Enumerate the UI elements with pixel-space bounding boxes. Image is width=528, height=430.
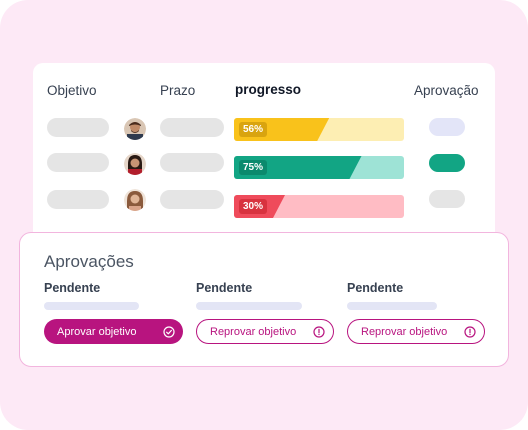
header-progress: progresso — [235, 82, 302, 97]
objective-placeholder — [47, 190, 109, 209]
header-approval: Aprovação — [414, 83, 479, 98]
approver-placeholder — [44, 302, 139, 310]
approval-status-label: Pendente — [44, 281, 101, 295]
approvals-card — [19, 232, 509, 367]
approval-status-indicator — [429, 154, 465, 172]
approvals-title: Aprovações — [44, 252, 134, 271]
approval-status-indicator — [429, 190, 465, 208]
check-circle-icon — [163, 325, 175, 338]
approval-status-label: Pendente — [347, 281, 404, 295]
deadline-placeholder — [160, 190, 224, 209]
objective-placeholder — [47, 153, 109, 172]
deadline-placeholder — [160, 153, 224, 172]
reject-objective-button[interactable]: Reprovar objetivo — [347, 319, 485, 344]
progress-bar: 75% — [234, 156, 404, 179]
progress-label: 56% — [239, 122, 268, 137]
reject-objective-label: Reprovar objetivo — [210, 325, 297, 338]
approver-placeholder — [347, 302, 437, 310]
objective-placeholder — [47, 118, 109, 137]
header-deadline: Prazo — [160, 83, 196, 98]
avatar — [124, 153, 146, 175]
progress-bar: 30% — [234, 195, 404, 218]
progress-label: 75% — [239, 160, 268, 175]
alert-circle-icon — [464, 325, 476, 338]
approval-status-indicator — [429, 118, 465, 136]
alert-circle-icon — [313, 325, 325, 338]
avatar — [124, 118, 146, 140]
reject-objective-button[interactable]: Reprovar objetivo — [196, 319, 334, 344]
reject-objective-label: Reprovar objetivo — [361, 325, 448, 338]
approver-placeholder — [196, 302, 302, 310]
deadline-placeholder — [160, 118, 224, 137]
progress-label: 30% — [239, 199, 268, 214]
progress-bar: 56% — [234, 118, 404, 141]
avatar — [124, 189, 146, 211]
approval-status-label: Pendente — [196, 281, 253, 295]
header-objective: Objetivo — [47, 83, 97, 98]
approve-objective-button[interactable]: Aprovar objetivo — [44, 319, 183, 344]
approve-objective-label: Aprovar objetivo — [57, 325, 137, 338]
